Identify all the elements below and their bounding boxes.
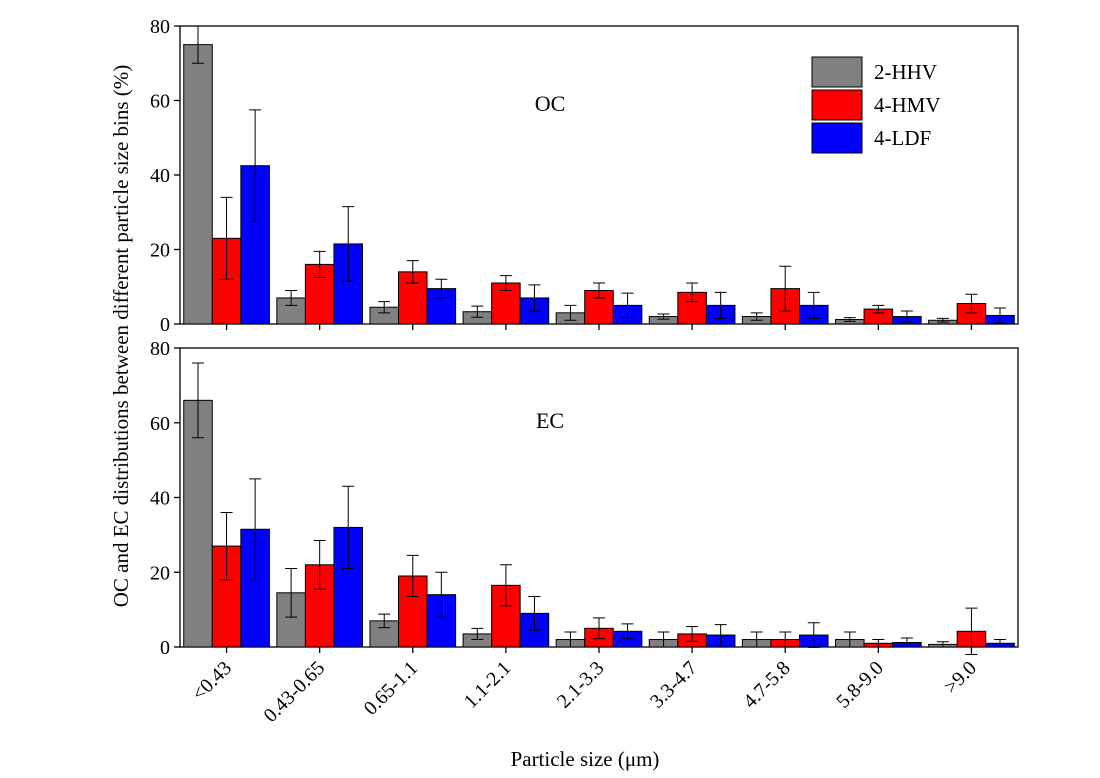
y-tick-label: 20 [150,240,170,262]
error-bar [342,485,355,570]
y-tick-label: 60 [150,413,170,435]
error-bar [564,304,577,321]
y-tick-label: 80 [150,338,170,360]
error-bar [593,282,605,299]
error-bar [406,260,419,284]
error-bar [435,571,448,618]
y-tick-label: 80 [150,16,170,38]
error-bar [313,539,326,590]
legend-label: 4-HMV [874,93,941,117]
error-bar [528,284,541,312]
x-tick-label: 0.65-1.1 [360,657,423,720]
error-bar [249,478,262,581]
y-tick-label: 40 [150,488,170,510]
error-bar [220,196,233,280]
legend-swatch [811,122,863,154]
error-bar [285,289,298,306]
x-tick-label: 5.8-9.0 [832,657,888,713]
error-bar [564,631,577,648]
error-bar [220,511,233,581]
panel-label: OC [535,91,566,116]
error-bar [249,109,262,223]
error-bar [435,278,448,299]
error-bar [779,265,792,312]
error-bar [807,291,820,319]
bar [183,399,213,648]
error-bar [528,596,541,631]
error-bar [779,631,792,648]
legend-swatch [811,89,863,121]
x-tick-label: 1.1-2.1 [460,657,516,713]
y-tick-label: 40 [150,165,170,187]
error-bar [807,622,820,648]
error-bar [965,607,978,655]
error-bar [285,568,298,618]
error-bar [499,564,512,607]
error-bar [993,307,1006,324]
error-bar [657,313,670,320]
error-bar [872,639,885,648]
x-tick-label: 3.3-4.7 [646,657,702,713]
error-bar [714,624,727,647]
panel-label: EC [536,408,564,433]
error-bar [342,206,355,282]
error-bar [900,637,913,648]
error-bar [714,291,727,319]
error-bar [843,317,856,322]
error-bar [593,617,605,640]
legend-label: 4-LDF [874,126,931,150]
error-bar [378,613,391,629]
error-bar [686,625,699,642]
error-bar [378,301,391,314]
error-bar [936,641,949,648]
error-bar [965,293,978,314]
error-bar [499,275,512,291]
error-bar [657,631,670,648]
error-bar [621,292,634,319]
error-bar [686,282,699,303]
y-axis-label: OC and EC distributions between differen… [109,65,133,608]
bar [183,44,213,325]
x-tick-label: 2.1-3.3 [553,657,609,713]
y-tick-label: 60 [150,91,170,113]
legend-swatch [811,56,863,88]
error-bar [936,317,949,323]
x-tick-label: >9.0 [940,657,981,698]
error-bar [750,631,763,648]
y-tick-label: 0 [160,314,170,336]
error-bar [621,623,634,640]
error-bar [471,627,484,641]
legend-label: 2-HHV [874,60,937,84]
error-bar [406,554,419,598]
error-bar [993,639,1006,648]
error-bar [750,312,763,321]
x-tick-label: <0.43 [188,657,236,705]
error-bar [192,362,205,439]
x-tick-label: 4.7-5.8 [739,657,795,713]
x-tick-label: 0.43-0.65 [259,657,329,727]
y-tick-label: 20 [150,562,170,584]
y-tick-label: 0 [160,637,170,659]
x-axis-label: Particle size (μm) [511,747,660,771]
error-bar [872,304,885,314]
error-bar [313,250,326,278]
error-bar [843,631,856,648]
error-bar [192,25,205,64]
error-bar [471,305,484,318]
error-bar [900,310,913,323]
